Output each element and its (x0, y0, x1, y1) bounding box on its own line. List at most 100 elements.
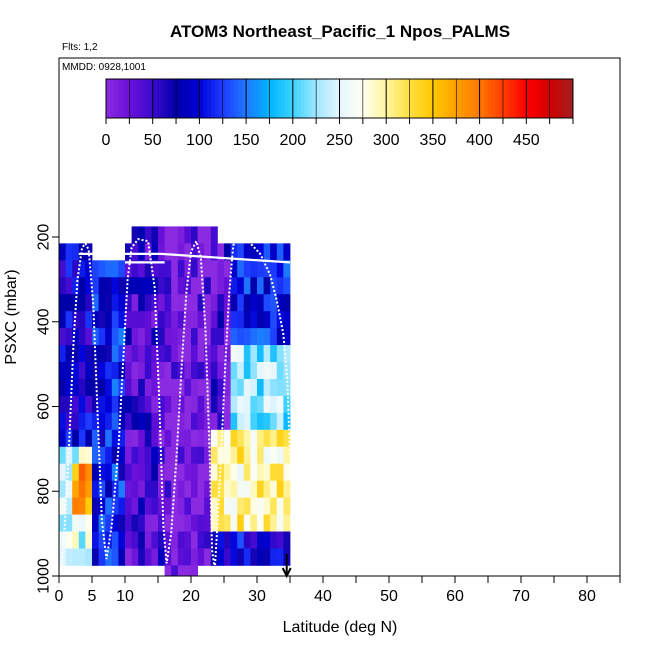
heatmap-cell (270, 362, 278, 380)
heatmap-cell (131, 497, 139, 515)
heatmap-cell (250, 378, 258, 397)
colorbar-swatch (265, 79, 270, 118)
colorbar-swatch (238, 79, 243, 118)
heatmap-cell (72, 362, 80, 380)
flight-track (60, 233, 291, 570)
heatmap-cell (78, 548, 86, 566)
colorbar-swatch (183, 79, 189, 118)
heatmap-cell (276, 429, 284, 448)
heatmap-cell (257, 345, 264, 363)
colorbar-swatch (483, 79, 488, 118)
heatmap-cell (65, 395, 73, 414)
colorbar-swatch (479, 79, 484, 118)
heatmap-cell (92, 429, 99, 448)
heatmap-cell (237, 277, 245, 295)
heatmap-cell (217, 311, 225, 329)
heatmap-cell (224, 395, 231, 414)
heatmap-cell (204, 260, 212, 278)
heatmap-cell (270, 497, 278, 515)
heatmap-cell (98, 378, 106, 397)
colorbar-swatch (464, 79, 469, 118)
heatmap-cell (105, 328, 113, 346)
heatmap-cell (184, 429, 192, 448)
heatmap-cell (151, 226, 159, 244)
heatmap-cell (125, 345, 132, 363)
heatmap-cell (131, 378, 139, 397)
heatmap-cell (237, 395, 245, 414)
heatmap-cell (177, 565, 185, 577)
heatmap-cell (65, 429, 73, 448)
heatmap-cell (151, 277, 159, 295)
heatmap-cell (224, 362, 231, 380)
heatmap-cell (125, 531, 132, 549)
heatmap-cell (59, 446, 66, 465)
heatmap-cell (138, 480, 146, 499)
heatmap-cell (237, 497, 245, 515)
heatmap-cell (164, 328, 172, 346)
heatmap-cell (210, 362, 218, 380)
heatmap-cell (125, 277, 132, 295)
colorbar-swatch (179, 79, 185, 118)
colorbar-swatch (109, 79, 115, 118)
heatmap-cell (164, 548, 172, 566)
heatmap-cell (263, 362, 271, 380)
colorbar-swatch (172, 79, 177, 118)
heatmap-cell (158, 328, 165, 346)
heatmap-cell (243, 362, 251, 380)
heatmap-cell (105, 294, 113, 312)
heatmap-cell (230, 311, 238, 329)
colorbar-swatch (144, 79, 150, 118)
heatmap-cell (210, 531, 218, 549)
colorbar-tick-label: 400 (466, 132, 493, 149)
heatmap-cell (224, 429, 231, 448)
heatmap-cell (283, 378, 291, 397)
heatmap-cell (237, 446, 245, 465)
heatmap-cell (92, 294, 99, 312)
heatmap-cell (85, 446, 93, 465)
heatmap-cell (250, 446, 258, 465)
colorbar-swatch (281, 79, 286, 118)
heatmap-cell (78, 362, 86, 380)
y-tick-label: 400 (36, 308, 53, 335)
heatmap-cell (144, 412, 152, 431)
heatmap-cell (204, 328, 212, 346)
heatmap-cell (204, 514, 212, 532)
heatmap-cell (164, 463, 172, 482)
heatmap-cell (144, 497, 152, 515)
heatmap-cell (263, 294, 271, 312)
flight-tracks (60, 233, 292, 579)
heatmap-cell (59, 277, 66, 295)
heatmap-cell (197, 226, 205, 244)
heatmap-cell (204, 412, 212, 431)
heatmap-cell (59, 243, 66, 261)
heatmap-cell (125, 294, 132, 312)
heatmap-cell (138, 277, 146, 295)
heatmap-cell (230, 243, 238, 261)
heatmap-cell (158, 378, 165, 397)
heatmap-cell (243, 548, 251, 566)
heatmap-cell (72, 345, 80, 363)
colorbar-swatch (187, 79, 193, 118)
colorbar-swatch (358, 79, 364, 118)
heatmap-cell (105, 514, 113, 532)
colorbar-swatch (160, 79, 165, 118)
heatmap-cell (224, 531, 231, 549)
heatmap-cell (283, 311, 291, 329)
heatmap-cell (237, 260, 245, 278)
heatmap-cell (65, 362, 73, 380)
heatmap-cell (191, 565, 198, 577)
heatmap-cell (158, 395, 165, 414)
heatmap-cell (65, 345, 73, 363)
colorbar-tick-label: 350 (420, 132, 447, 149)
colorbar-swatch (129, 79, 134, 118)
heatmap-cell (283, 260, 291, 278)
heatmap-cell (78, 446, 86, 465)
heatmap-cell (191, 260, 198, 278)
heatmap-cell (250, 395, 258, 414)
heatmap-cell (85, 378, 93, 397)
heatmap-cell (72, 463, 80, 482)
colorbar-swatch (304, 79, 309, 118)
heatmap-cell (230, 548, 238, 566)
heatmap-cell (111, 514, 119, 532)
heatmap-cell (144, 514, 152, 532)
